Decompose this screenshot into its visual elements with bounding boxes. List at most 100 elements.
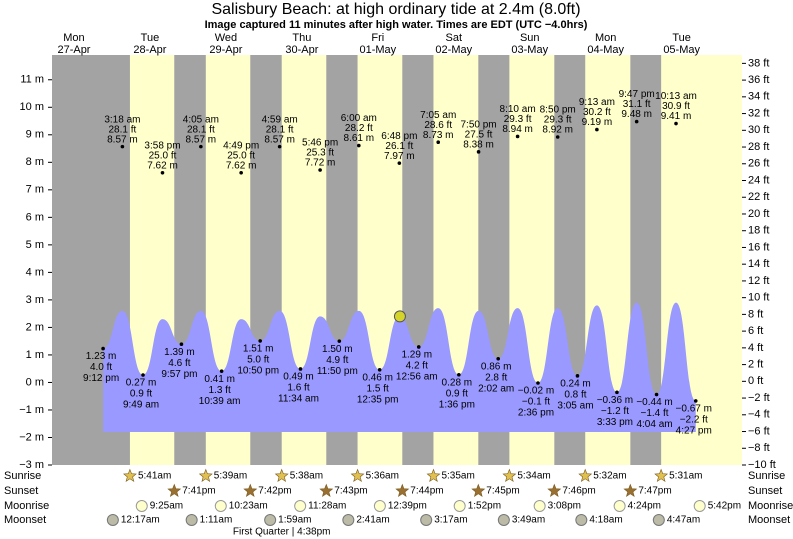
row-label: Sunrise bbox=[4, 470, 41, 482]
day-name: Sat bbox=[446, 32, 463, 44]
high-ft: 28.6 ft bbox=[424, 120, 452, 131]
low-m: 0.28 m bbox=[442, 377, 473, 388]
day-name: Wed bbox=[215, 32, 237, 44]
sunrise-time: 5:39am bbox=[214, 471, 247, 482]
y2-tick-label: 26 ft bbox=[748, 158, 769, 170]
y2-tick-label: 8 ft bbox=[748, 308, 763, 320]
high-ft: 31.1 ft bbox=[623, 99, 651, 110]
moonrise-time: 1:52pm bbox=[468, 501, 501, 512]
low-m: 0.86 m bbox=[481, 361, 512, 372]
sunrise-icon bbox=[123, 468, 137, 482]
high-m: 8.94 m bbox=[502, 124, 533, 135]
moonset-time: 4:18am bbox=[589, 515, 622, 526]
day-date: 28-Apr bbox=[133, 44, 166, 56]
high-ft: 28.2 ft bbox=[345, 123, 373, 134]
high-tide-point bbox=[515, 134, 520, 139]
high-ft: 28.1 ft bbox=[187, 124, 215, 135]
low-time: 2:36 pm bbox=[518, 408, 554, 419]
y2-tick-label: 18 ft bbox=[748, 225, 769, 237]
high-time: 9:47 pm bbox=[619, 89, 655, 100]
low-tide-point bbox=[457, 372, 461, 377]
y2-tick-label: 10 ft bbox=[748, 292, 769, 304]
low-time: 3:05 am bbox=[557, 400, 593, 411]
low-time: 9:49 am bbox=[123, 400, 159, 411]
low-m: −0.02 m bbox=[518, 386, 554, 397]
high-ft: 25.3 ft bbox=[306, 148, 334, 159]
day-name: Sun bbox=[520, 32, 540, 44]
y2-tick-label: 4 ft bbox=[748, 342, 763, 354]
high-m: 7.62 m bbox=[147, 160, 178, 171]
high-time: 10:13 am bbox=[655, 91, 697, 102]
overlay: −3 m −2 m −1 m 0 m 1 m 2 m 3 m 4 m 5 m 6 m 7 m 8 m 9… bbox=[4, 32, 793, 538]
moonrise-time: 5:42pm bbox=[708, 501, 741, 512]
high-tide-point bbox=[436, 140, 441, 145]
low-m: 0.27 m bbox=[126, 378, 157, 389]
day-name: Thu bbox=[292, 32, 311, 44]
high-time: 7:05 am bbox=[420, 110, 456, 121]
high-time: 4:05 am bbox=[183, 114, 219, 125]
high-tide-point bbox=[357, 143, 361, 148]
moonset-icon bbox=[420, 514, 433, 526]
row-label: Sunrise bbox=[748, 470, 785, 482]
y-tick-label: 0 m bbox=[26, 376, 44, 388]
day-name: Tue bbox=[672, 32, 691, 44]
sunrise-time: 5:35am bbox=[441, 471, 474, 482]
low-ft: 4.2 ft bbox=[406, 361, 428, 372]
day-date: 29-Apr bbox=[209, 44, 242, 56]
day-name: Mon bbox=[595, 32, 616, 44]
y-tick-label: 1 m bbox=[26, 349, 44, 361]
moonset-icon bbox=[575, 514, 588, 526]
high-time: 3:58 pm bbox=[144, 140, 180, 151]
sunrise-time: 5:41am bbox=[138, 471, 171, 482]
day-date: 05-May bbox=[663, 44, 700, 56]
day-name: Mon bbox=[63, 32, 84, 44]
high-m: 8.57 m bbox=[107, 134, 138, 145]
high-tide-point bbox=[595, 127, 599, 132]
y-tick-label: 2 m bbox=[26, 321, 44, 333]
low-m: 1.51 m bbox=[243, 344, 274, 355]
low-tide-point bbox=[575, 374, 580, 378]
y-tick-label: 3 m bbox=[26, 294, 44, 306]
moonrise-icon bbox=[373, 500, 386, 512]
sunrise-time: 5:34am bbox=[517, 471, 550, 482]
sunrise-icon bbox=[502, 468, 517, 482]
high-tide-point bbox=[674, 121, 678, 126]
y2-tick-label: 2 ft bbox=[748, 358, 763, 370]
high-m: 8.92 m bbox=[542, 125, 573, 136]
high-time: 3:18 am bbox=[104, 114, 140, 125]
sunrise-time: 5:36am bbox=[366, 471, 399, 482]
high-m: 8.57 m bbox=[264, 134, 295, 145]
high-tide-point bbox=[555, 135, 560, 139]
plot-area bbox=[52, 55, 742, 465]
sunset-icon bbox=[395, 483, 410, 497]
y-tick-label: 9 m bbox=[26, 129, 44, 141]
high-time: 7:50 pm bbox=[461, 119, 497, 130]
low-time: 4:27 pm bbox=[676, 426, 712, 437]
moonset-icon bbox=[264, 514, 277, 526]
high-tide-point bbox=[277, 144, 282, 149]
low-m: 1.23 m bbox=[86, 351, 117, 362]
low-m: 1.29 m bbox=[401, 350, 432, 361]
moonset-time: 3:17am bbox=[434, 515, 467, 526]
moonset-time: 3:49am bbox=[512, 515, 545, 526]
moonrise-icon bbox=[613, 500, 626, 512]
high-tide-point bbox=[634, 119, 639, 124]
day-date: 03-May bbox=[511, 44, 548, 56]
current-level-marker bbox=[393, 310, 406, 323]
water-area bbox=[103, 302, 696, 432]
day-name: Fri bbox=[371, 32, 384, 44]
day-name: Tue bbox=[141, 32, 160, 44]
day-date: 27-Apr bbox=[57, 44, 90, 56]
low-time: 12:56 am bbox=[396, 372, 438, 383]
sunrise-time: 5:32am bbox=[593, 471, 626, 482]
y2-tick-label: 12 ft bbox=[748, 275, 769, 287]
high-ft: 25.0 ft bbox=[227, 150, 255, 161]
moonset-time: 1:11am bbox=[200, 515, 233, 526]
sunrise-icon bbox=[654, 468, 669, 482]
low-ft: 0.9 ft bbox=[130, 389, 152, 400]
high-m: 9.48 m bbox=[621, 109, 652, 120]
moonrise-time: 12:39pm bbox=[388, 501, 427, 512]
moonrise-icon bbox=[294, 500, 307, 512]
low-ft: 5.0 ft bbox=[247, 355, 269, 366]
